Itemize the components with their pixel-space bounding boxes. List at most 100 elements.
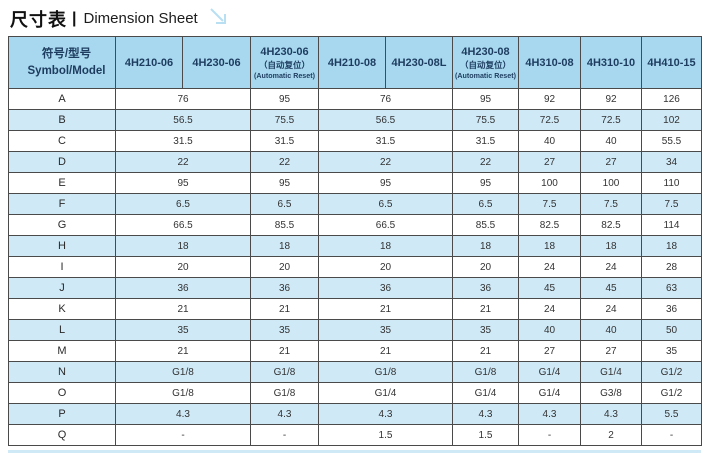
value-cell: 21: [115, 340, 251, 362]
value-cell: 110: [641, 172, 702, 194]
value-cell: 36: [250, 277, 319, 299]
value-cell: 18: [580, 235, 642, 257]
value-cell: 40: [580, 319, 642, 341]
value-cell: 95: [318, 172, 453, 194]
dimension-table-body: A 76 95 76 95 92 92 126 B 56.5 75.5 56.5 75.5 72.5 72.…: [8, 88, 702, 446]
value-cell: 6.5: [452, 193, 519, 215]
value-cell: 6.5: [318, 193, 453, 215]
table-row: B 56.5 75.5 56.5 75.5 72.5 72.5 102: [8, 109, 702, 131]
model-column-header: 4H230-08 （自动复位） (Automatic Reset): [452, 36, 519, 89]
value-cell: 20: [115, 256, 251, 278]
value-cell: 82.5: [580, 214, 642, 236]
value-cell: 45: [518, 277, 581, 299]
value-cell: 21: [452, 298, 519, 320]
table-row: L 35 35 35 35 40 40 50: [8, 319, 702, 341]
value-cell: 95: [250, 172, 319, 194]
value-cell: G1/4: [518, 361, 581, 383]
value-cell: G1/4: [452, 382, 519, 404]
symbol-cell: F: [8, 193, 116, 215]
value-cell: 21: [452, 340, 519, 362]
header-row: 符号/型号 Symbol/Model 4H210-06 4H230-06 4H230-0…: [8, 36, 702, 89]
value-cell: 18: [641, 235, 702, 257]
value-cell: 24: [580, 298, 642, 320]
table-row: C 31.5 31.5 31.5 31.5 40 40 55.5: [8, 130, 702, 152]
value-cell: 7.5: [518, 193, 581, 215]
table-row: K 21 21 21 21 24 24 36: [8, 298, 702, 320]
value-cell: 31.5: [250, 130, 319, 152]
symbol-model-column-header: 符号/型号 Symbol/Model: [8, 36, 116, 89]
table-row: Q - -1.5 1.5-2-: [8, 424, 702, 446]
value-cell: G3/8: [580, 382, 642, 404]
symbol-cell: P: [8, 403, 116, 425]
value-cell: 4.3: [115, 403, 251, 425]
table-row: J 36 36 36 36 45 45 63: [8, 277, 702, 299]
model-column-header: 4H310-08: [518, 36, 581, 89]
down-right-arrow-icon: [208, 6, 230, 33]
value-cell: 4.3: [580, 403, 642, 425]
value-cell: 18: [452, 235, 519, 257]
value-cell: 1.5: [452, 424, 519, 446]
value-cell: 24: [580, 256, 642, 278]
table-row: A 76 95 76 95 92 92 126: [8, 88, 702, 110]
value-cell: 6.5: [250, 193, 319, 215]
value-cell: 72.5: [580, 109, 642, 131]
value-cell: -: [641, 424, 702, 446]
model-column-header: 4H230-08L: [385, 36, 453, 89]
value-cell: 95: [452, 88, 519, 110]
value-cell: 34: [641, 151, 702, 173]
value-cell: 27: [518, 151, 581, 173]
value-cell: 35: [641, 340, 702, 362]
table-row: I 20 20 20 20 24 24 28: [8, 256, 702, 278]
value-cell: 2: [580, 424, 642, 446]
value-cell: 4.3: [318, 403, 453, 425]
value-cell: G1/8: [452, 361, 519, 383]
symbol-cell: D: [8, 151, 116, 173]
model-column-header: 4H210-08: [318, 36, 386, 89]
value-cell: 24: [518, 298, 581, 320]
value-cell: G1/2: [641, 361, 702, 383]
symbol-cell: Q: [8, 424, 116, 446]
value-cell: 22: [115, 151, 251, 173]
value-cell: 36: [318, 277, 453, 299]
dimension-table-header: 符号/型号 Symbol/Model 4H210-06 4H230-06 4H230-0…: [8, 36, 702, 89]
value-cell: -: [250, 424, 319, 446]
table-row: F 6.5 6.5 6.5 6.5 7.5 7.5 7.5: [8, 193, 702, 215]
model-column-header: 4H310-10: [580, 36, 642, 89]
value-cell: 20: [318, 256, 453, 278]
symbol-cell: C: [8, 130, 116, 152]
value-cell: 56.5: [115, 109, 251, 131]
value-cell: 28: [641, 256, 702, 278]
value-cell: G1/4: [518, 382, 581, 404]
value-cell: 35: [452, 319, 519, 341]
title-english: Dimension Sheet: [83, 10, 198, 27]
table-row: H 18 18 18 18 18 18 18: [8, 235, 702, 257]
symbol-cell: M: [8, 340, 116, 362]
value-cell: G1/8: [250, 382, 319, 404]
value-cell: 50: [641, 319, 702, 341]
value-cell: 27: [518, 340, 581, 362]
value-cell: 18: [115, 235, 251, 257]
value-cell: 18: [318, 235, 453, 257]
value-cell: 18: [518, 235, 581, 257]
value-cell: 22: [318, 151, 453, 173]
symbol-cell: I: [8, 256, 116, 278]
value-cell: G1/2: [641, 382, 702, 404]
value-cell: 22: [250, 151, 319, 173]
value-cell: 7.5: [641, 193, 702, 215]
value-cell: 36: [452, 277, 519, 299]
symbol-cell: E: [8, 172, 116, 194]
table-row: N G1/8 G1/8 G1/8 G1/8 G1/4 G1/4 G1/2: [8, 361, 702, 383]
value-cell: 21: [318, 340, 453, 362]
value-cell: -: [518, 424, 581, 446]
model-column-header: 4H230-06 （自动复位） (Automatic Reset): [250, 36, 319, 89]
value-cell: G1/8: [250, 361, 319, 383]
symbol-cell: H: [8, 235, 116, 257]
table-row: O G1/8 G1/8 G1/4 G1/4 G1/4 G3/8 G1/2: [8, 382, 702, 404]
value-cell: 21: [115, 298, 251, 320]
value-cell: 18: [250, 235, 319, 257]
value-cell: 20: [250, 256, 319, 278]
value-cell: 85.5: [250, 214, 319, 236]
table-row: E 95 95 95 95 100 100 110: [8, 172, 702, 194]
symbol-cell: K: [8, 298, 116, 320]
value-cell: 36: [641, 298, 702, 320]
